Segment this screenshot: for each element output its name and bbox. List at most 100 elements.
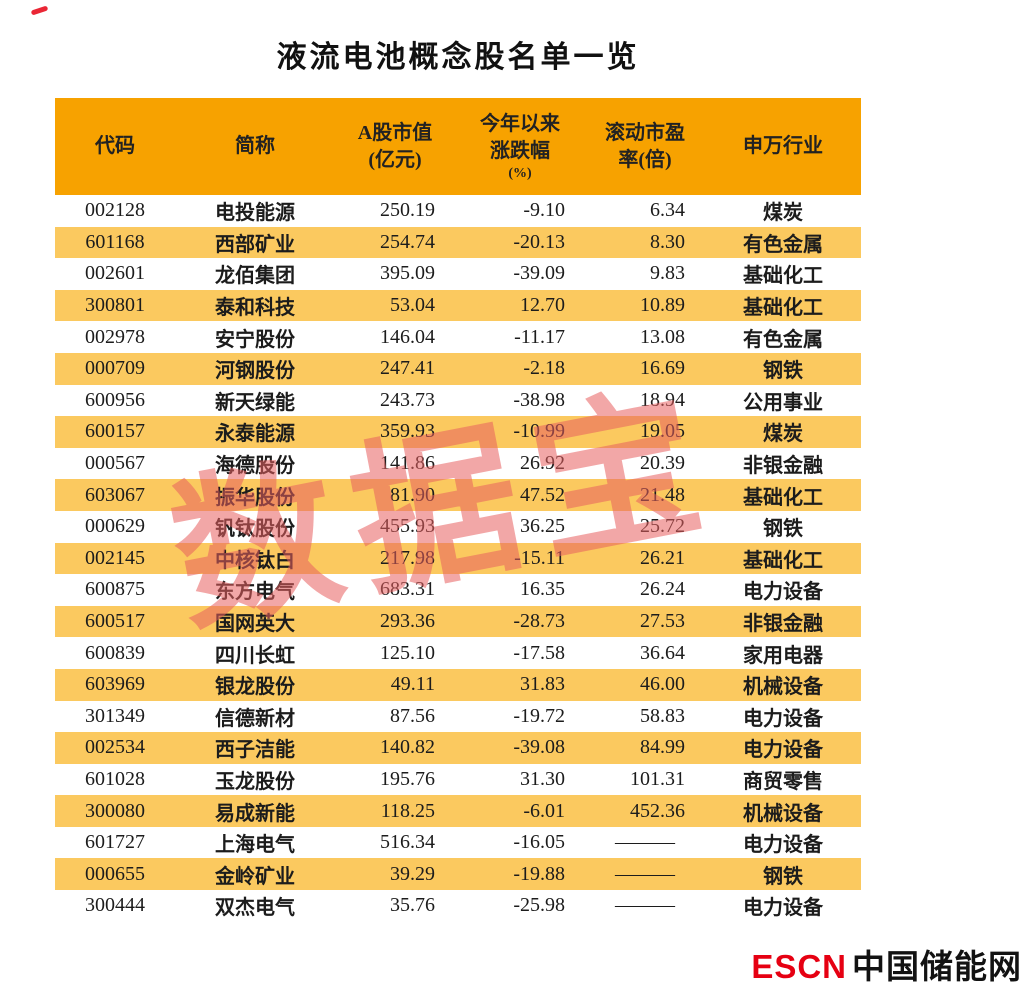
table-cell: -28.73	[455, 605, 585, 638]
table-row: 600157 永泰能源 359.93 -10.99 19.05 煤炭	[55, 416, 861, 448]
table-cell: 601168	[55, 226, 175, 259]
corner-mark	[30, 5, 49, 16]
table-cell: 20.39	[585, 447, 705, 480]
table-cell: 600839	[55, 637, 175, 669]
table-cell: 钢铁	[705, 858, 861, 891]
table-cell: 金岭矿业	[175, 858, 335, 891]
table-cell: 新天绿能	[175, 384, 335, 417]
table-cell: 118.25	[335, 795, 455, 827]
table-cell: 250.19	[335, 195, 455, 227]
table-cell: 247.41	[335, 352, 455, 385]
table-cell: 基础化工	[705, 258, 861, 290]
table-header: 代码 简称 A股市值 (亿元) 今年以来 涨跌幅 (%) 滚动市盈 率(倍) 申万行业	[55, 98, 861, 195]
table-cell: 603067	[55, 479, 175, 511]
escn-logo: ESCN 中国储能网	[751, 949, 1022, 985]
table-cell: 101.31	[585, 763, 705, 796]
table-cell: 36.25	[455, 510, 585, 543]
table-row: 000709 河钢股份 247.41 -2.18 16.69 钢铁	[55, 352, 861, 385]
table-cell: 25.72	[585, 510, 705, 543]
table-row: 002534 西子洁能 140.82 -39.08 84.99 电力设备	[55, 732, 861, 764]
table-cell: 双杰电气	[175, 890, 335, 922]
table-cell: -2.18	[455, 352, 585, 385]
table-cell: 银龙股份	[175, 668, 335, 701]
table-cell: 002601	[55, 258, 175, 290]
table-cell: 217.98	[335, 542, 455, 575]
table-cell: 永泰能源	[175, 416, 335, 448]
table-cell: 基础化工	[705, 542, 861, 575]
table-cell: 84.99	[585, 732, 705, 764]
table-title: 液流电池概念股名单一览	[276, 41, 640, 74]
table-cell: 电力设备	[705, 890, 861, 922]
table-cell: 141.86	[335, 447, 455, 480]
table-cell: -9.10	[455, 195, 585, 227]
table-cell: 600956	[55, 384, 175, 417]
table-row: 603969 银龙股份 49.11 31.83 46.00 机械设备	[55, 668, 861, 701]
table-cell: 87.56	[335, 700, 455, 733]
table-cell: -19.72	[455, 700, 585, 733]
table-cell: 000567	[55, 447, 175, 480]
table-cell: 玉龙股份	[175, 763, 335, 796]
table-cell: 47.52	[455, 479, 585, 511]
escn-logo-text: ESCN	[751, 948, 847, 985]
table-cell: 27.53	[585, 605, 705, 638]
table-cell: 有色金属	[705, 226, 861, 259]
table-cell: 非银金融	[705, 605, 861, 638]
table-cell: 泰和科技	[175, 289, 335, 322]
column-header: 申万行业	[705, 98, 861, 195]
table-cell: 26.21	[585, 542, 705, 575]
table-row: 600839 四川长虹 125.10 -17.58 36.64 家用电器	[55, 637, 861, 669]
table-cell: 39.29	[335, 858, 455, 891]
header-row: 代码 简称 A股市值 (亿元) 今年以来 涨跌幅 (%) 滚动市盈 率(倍) 申万行业	[55, 98, 861, 195]
table-cell: 公用事业	[705, 384, 861, 417]
table-row: 002978 安宁股份 146.04 -11.17 13.08 有色金属	[55, 321, 861, 353]
table-cell: -15.11	[455, 542, 585, 575]
table-cell: 钒钛股份	[175, 510, 335, 543]
table-cell: 293.36	[335, 605, 455, 638]
table-row: 603067 振华股份 81.90 47.52 21.48 基础化工	[55, 479, 861, 511]
table-row: 000655 金岭矿业 39.29 -19.88 ——— 钢铁	[55, 858, 861, 891]
table-cell: 基础化工	[705, 479, 861, 511]
table-cell: 东方电气	[175, 574, 335, 606]
column-header: 今年以来 涨跌幅 (%)	[455, 98, 585, 195]
table-cell: 龙佰集团	[175, 258, 335, 290]
table-row: 601727 上海电气 516.34 -16.05 ——— 电力设备	[55, 826, 861, 859]
table-cell: 家用电器	[705, 637, 861, 669]
table-cell: 21.48	[585, 479, 705, 511]
table-cell: ———	[585, 858, 705, 891]
column-header: A股市值 (亿元)	[335, 98, 455, 195]
table-cell: 58.83	[585, 700, 705, 733]
table-body: 002128 电投能源 250.19 -9.10 6.34 煤炭 601168 西部矿业 254…	[55, 195, 861, 922]
table-cell: 电力设备	[705, 574, 861, 606]
table-cell: -10.99	[455, 416, 585, 448]
table-cell: 河钢股份	[175, 352, 335, 385]
table-cell: 254.74	[335, 226, 455, 259]
table-row: 000629 钒钛股份 455.93 36.25 25.72 钢铁	[55, 510, 861, 543]
table-cell: -25.98	[455, 890, 585, 922]
table-cell: -19.88	[455, 858, 585, 891]
table-cell: 002534	[55, 732, 175, 764]
table-cell: 000655	[55, 858, 175, 891]
table-cell: 600517	[55, 605, 175, 638]
table-cell: 18.94	[585, 384, 705, 417]
table-cell: 000629	[55, 510, 175, 543]
table-cell: 非银金融	[705, 447, 861, 480]
table-row: 002145 中核钛白 217.98 -15.11 26.21 基础化工	[55, 542, 861, 575]
table-cell: 机械设备	[705, 668, 861, 701]
table-cell: 301349	[55, 700, 175, 733]
table-cell: 300080	[55, 795, 175, 827]
table-cell: 电力设备	[705, 732, 861, 764]
table-cell: -11.17	[455, 321, 585, 353]
table-cell: 683.31	[335, 574, 455, 606]
table-cell: ———	[585, 826, 705, 859]
table-cell: 煤炭	[705, 195, 861, 227]
table-cell: 电力设备	[705, 826, 861, 859]
table-cell: 26.24	[585, 574, 705, 606]
table-row: 301349 信德新材 87.56 -19.72 58.83 电力设备	[55, 700, 861, 733]
table-cell: 300801	[55, 289, 175, 322]
table-cell: 上海电气	[175, 826, 335, 859]
table-row: 002601 龙佰集团 395.09 -39.09 9.83 基础化工	[55, 258, 861, 290]
column-header: 代码	[55, 98, 175, 195]
table-row: 000567 海德股份 141.86 26.92 20.39 非银金融	[55, 447, 861, 480]
table-cell: -16.05	[455, 826, 585, 859]
